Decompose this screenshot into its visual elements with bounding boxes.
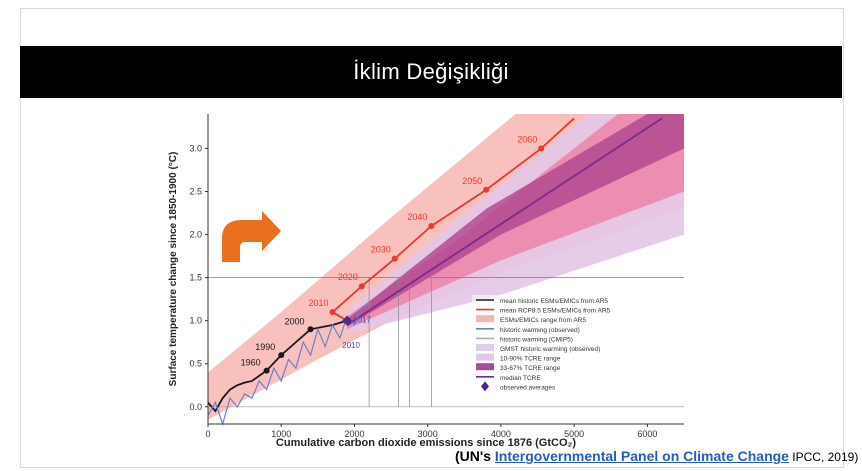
red-marker-4 — [483, 186, 490, 193]
legend-box — [472, 295, 674, 397]
observed-label-1: 2010 — [342, 341, 360, 350]
legend-label-1: mean RCP8.5 ESMs/EMICs from AR5 — [500, 308, 611, 315]
legend-label-7: 33-67% TCRE range — [500, 365, 561, 372]
black-marker-0 — [263, 367, 270, 374]
chart-legend: mean historic ESMs/EMICs from AR5 mean RC… — [472, 295, 674, 397]
legend-swatch-9 — [481, 381, 489, 392]
series-line-2 — [346, 117, 663, 326]
tcre-core-band — [347, 114, 684, 327]
legend-label-5: GMST historic warming (observed) — [500, 346, 600, 353]
y-tick-label-5: 2.5 — [189, 187, 202, 197]
black-decade-label-2: 2000 — [285, 316, 305, 326]
legend-label-0: mean historic ESMs/EMICs from AR5 — [500, 298, 608, 305]
series-line-0 — [207, 319, 348, 413]
red-marker-2 — [391, 255, 398, 262]
y-axis-label: Surface temperature change since 1850-19… — [168, 152, 179, 387]
legend-label-9: observed averages — [500, 384, 556, 391]
observed-label-0: 2017 — [353, 316, 371, 325]
red-decade-label-3: 2040 — [407, 212, 427, 222]
red-decade-label-1: 2020 — [338, 272, 358, 282]
series-line-1 — [330, 117, 575, 322]
chart-axes: 0.0 0.5 1.0 1.5 2.0 2.5 3.0 0 1000 2000 3000 4000 50… — [168, 114, 684, 449]
y-tick-label-2: 1.0 — [189, 316, 202, 326]
chart-marks: 1960199020002010202020302040205020602017… — [241, 134, 545, 374]
red-marker-3 — [428, 222, 435, 229]
curved-arrow-shape — [222, 211, 281, 262]
legend-label-6: 10-90% TCRE range — [500, 356, 561, 363]
x-tick-label-2: 2000 — [344, 429, 364, 439]
x-axis-label: Cumulative carbon dioxide emissions sinc… — [276, 437, 576, 449]
black-decade-label-1: 1990 — [255, 342, 275, 352]
chart-lines — [207, 117, 663, 427]
y-tick-label-0: 0.0 — [189, 402, 202, 412]
legend-swatch-5 — [476, 344, 494, 351]
legend-swatch-7 — [476, 363, 494, 371]
x-tick-label-1: 1000 — [271, 429, 291, 439]
red-decade-label-4: 2050 — [462, 176, 482, 186]
chart-grid — [208, 277, 684, 408]
red-marker-1 — [358, 283, 365, 290]
black-marker-2 — [307, 326, 314, 333]
citation-suffix: IPCC, 2019) — [788, 450, 859, 464]
x-tick-label-4: 4000 — [491, 429, 511, 439]
observed-average-marker — [342, 315, 353, 326]
citation-prefix: (UN's — [455, 448, 495, 464]
legend-label-8: median TCRE — [500, 375, 541, 382]
red-decade-label-0: 2010 — [308, 298, 328, 308]
y-tick-label-3: 1.5 — [189, 273, 202, 283]
slide-title: İklim Değişikliği — [20, 46, 842, 98]
legend-label-4: historic warming (CMIP5) — [500, 336, 573, 343]
red-decade-label-5: 2060 — [517, 134, 537, 144]
x-tick-label-3: 3000 — [418, 429, 438, 439]
red-decade-label-2: 2030 — [371, 245, 391, 255]
legend-swatch-2 — [476, 315, 494, 323]
legend-label-3: historic warming (observed) — [500, 327, 580, 334]
black-decade-label-0: 1960 — [241, 358, 261, 368]
y-tick-label-6: 3.0 — [189, 143, 202, 153]
red-marker-5 — [538, 145, 545, 152]
x-tick-label-5: 5000 — [564, 429, 584, 439]
series-line-3 — [207, 302, 370, 427]
y-tick-label-4: 2.0 — [189, 230, 202, 240]
x-tick-label-6: 6000 — [637, 429, 657, 439]
legend-swatch-6 — [476, 353, 494, 361]
red-marker-0 — [329, 309, 336, 316]
black-marker-1 — [278, 352, 285, 359]
curved-arrow-icon — [222, 211, 281, 262]
y-tick-label-1: 0.5 — [189, 359, 202, 369]
legend-label-2: ESMs/EMICs range from AR5 — [500, 317, 586, 324]
ipcc-link[interactable]: Intergovernmental Panel on Climate Chang… — [494, 448, 789, 464]
x-tick-label-0: 0 — [205, 429, 210, 439]
citation: (UN's Intergovernmental Panel on Climate… — [455, 448, 858, 468]
